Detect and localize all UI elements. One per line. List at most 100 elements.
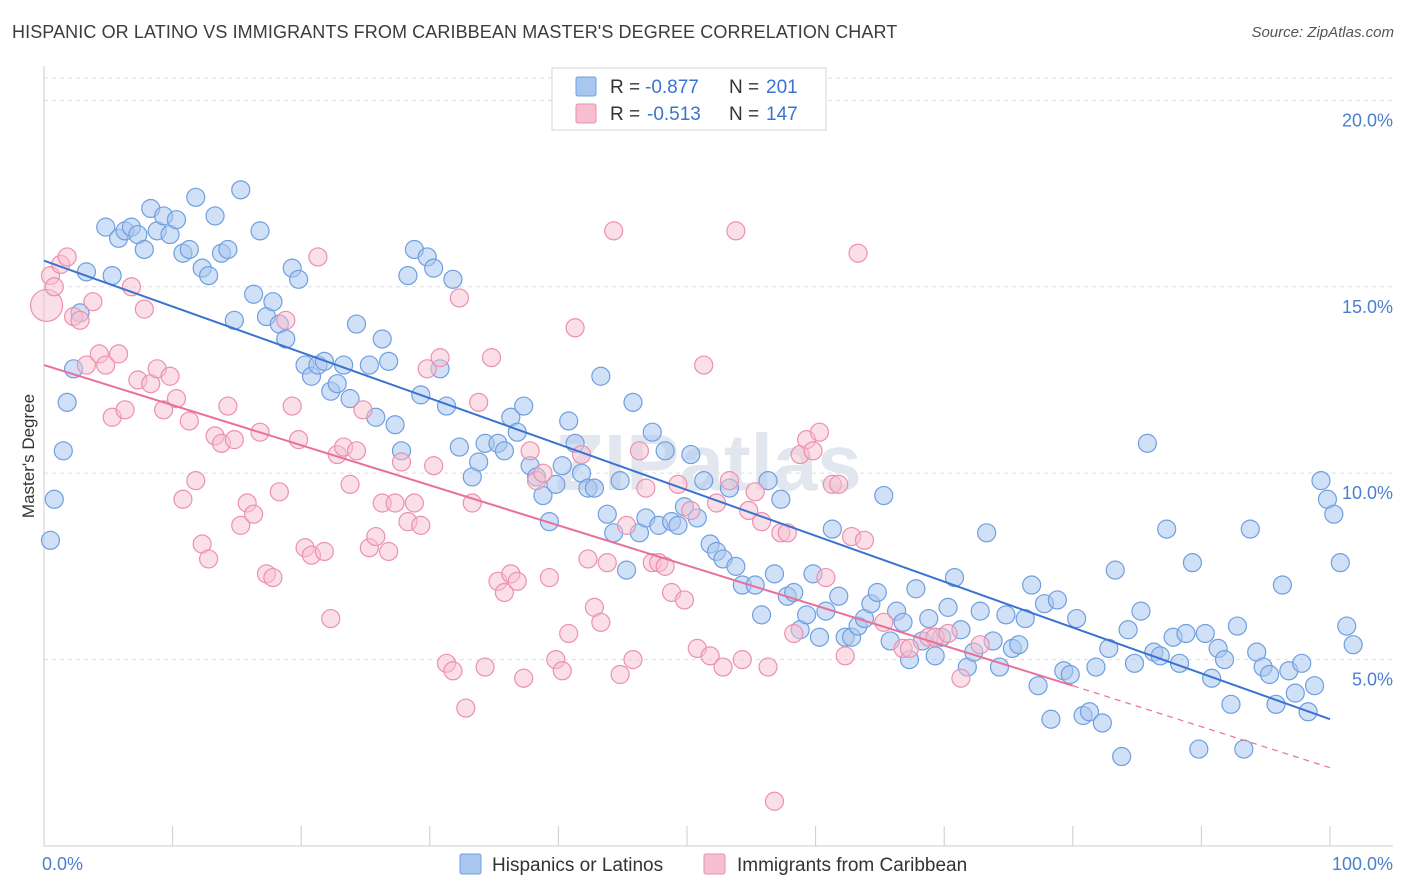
data-point-hispanics xyxy=(1195,623,1215,644)
data-point-caribbean xyxy=(623,649,643,670)
data-point-caribbean xyxy=(514,668,534,688)
legend-n-value-blue: 201 xyxy=(766,77,798,98)
data-point-caribbean xyxy=(76,355,97,375)
top-legend-box xyxy=(551,67,827,131)
data-point-caribbean xyxy=(874,612,894,632)
y-tick-label: 15.0% xyxy=(1342,297,1393,317)
grid-lines xyxy=(44,77,1393,661)
data-point-hispanics xyxy=(1086,657,1106,677)
data-point-caribbean xyxy=(681,500,701,521)
data-point-hispanics xyxy=(205,206,225,226)
data-point-hispanics xyxy=(1131,601,1151,621)
data-point-caribbean xyxy=(199,549,219,569)
data-point-hispanics xyxy=(552,456,572,476)
data-point-caribbean xyxy=(443,661,463,681)
data-point-hispanics xyxy=(893,612,913,632)
data-point-hispanics xyxy=(1009,635,1029,655)
data-point-hispanics xyxy=(1067,608,1087,629)
data-point-caribbean xyxy=(134,299,154,319)
data-point-caribbean xyxy=(507,571,527,591)
data-point-caribbean xyxy=(424,456,444,476)
data-point-caribbean xyxy=(469,392,489,412)
trend-line-caribbean-extension xyxy=(1072,685,1331,769)
data-point-hispanics xyxy=(231,180,251,200)
data-point-caribbean xyxy=(96,355,116,375)
trend-lines xyxy=(43,259,1331,769)
data-point-hispanics xyxy=(597,504,617,524)
data-point-hispanics xyxy=(1157,519,1177,539)
data-point-caribbean xyxy=(321,608,341,629)
data-point-hispanics xyxy=(398,265,418,286)
y-axis-label: Master's Degree xyxy=(19,394,38,518)
data-point-hispanics xyxy=(1240,519,1260,539)
x-tick-labels: 0.0% 100.0% xyxy=(42,854,1393,874)
data-point-caribbean xyxy=(552,661,572,681)
data-point-caribbean xyxy=(456,698,476,718)
data-point-caribbean xyxy=(340,474,360,494)
data-point-hispanics xyxy=(771,489,791,509)
data-point-caribbean xyxy=(430,348,450,368)
data-point-hispanics xyxy=(340,389,360,409)
data-point-hispanics xyxy=(1343,635,1363,655)
data-point-hispanics xyxy=(822,519,842,539)
data-point-caribbean xyxy=(179,411,199,431)
data-point-caribbean xyxy=(166,389,187,409)
data-point-caribbean xyxy=(629,441,650,461)
data-point-caribbean xyxy=(899,638,920,659)
data-point-hispanics xyxy=(1189,739,1209,759)
data-point-hispanics xyxy=(1337,616,1357,636)
data-point-caribbean xyxy=(520,441,540,461)
data-point-caribbean xyxy=(366,526,386,547)
data-point-hispanics xyxy=(1330,553,1350,573)
data-point-hispanics xyxy=(809,627,830,647)
data-point-caribbean xyxy=(475,657,495,677)
data-point-hispanics xyxy=(385,415,405,435)
data-point-hispanics xyxy=(1221,694,1241,714)
legend-r-label-pink: R = xyxy=(610,104,640,125)
data-point-caribbean xyxy=(739,500,759,521)
data-point-caribbean xyxy=(44,277,64,297)
data-point-caribbean xyxy=(70,310,90,330)
data-point-hispanics xyxy=(186,187,206,207)
data-point-caribbean xyxy=(494,582,514,603)
data-point-hispanics xyxy=(57,392,77,412)
data-point-caribbean xyxy=(108,344,129,364)
data-point-hispanics xyxy=(1176,623,1196,644)
data-point-hispanics xyxy=(53,441,73,461)
data-point-caribbean xyxy=(244,504,264,524)
data-point-caribbean xyxy=(700,646,720,666)
data-point-hispanics xyxy=(989,657,1010,677)
data-point-hispanics xyxy=(1079,702,1100,722)
data-point-hispanics xyxy=(1234,739,1254,759)
data-point-caribbean xyxy=(970,635,990,655)
data-point-caribbean xyxy=(610,664,630,685)
data-point-hispanics xyxy=(642,422,662,442)
data-point-hispanics xyxy=(694,471,714,491)
data-point-caribbean xyxy=(745,482,765,502)
data-point-hispanics xyxy=(977,523,997,543)
data-point-caribbean xyxy=(559,623,579,644)
data-point-caribbean xyxy=(282,396,302,416)
data-point-hispanics xyxy=(1041,709,1061,729)
data-point-hispanics xyxy=(263,292,283,312)
legend-r-label-blue: R = xyxy=(610,77,640,98)
data-point-hispanics xyxy=(1292,653,1312,673)
data-point-caribbean xyxy=(314,541,334,562)
data-point-caribbean xyxy=(449,288,469,308)
data-point-caribbean xyxy=(578,549,598,569)
data-point-hispanics xyxy=(276,329,296,349)
data-point-hispanics xyxy=(134,239,154,260)
data-point-hispanics xyxy=(166,210,187,230)
data-point-caribbean xyxy=(263,567,283,588)
data-point-hispanics xyxy=(623,392,643,412)
data-point-caribbean xyxy=(848,243,868,263)
data-point-caribbean xyxy=(764,791,785,811)
data-point-hispanics xyxy=(559,411,579,431)
data-point-hispanics xyxy=(829,586,849,606)
data-point-caribbean xyxy=(224,430,244,450)
data-point-caribbean xyxy=(411,515,431,535)
data-point-caribbean xyxy=(276,310,296,330)
data-point-hispanics xyxy=(327,374,347,394)
data-point-caribbean xyxy=(289,430,309,450)
